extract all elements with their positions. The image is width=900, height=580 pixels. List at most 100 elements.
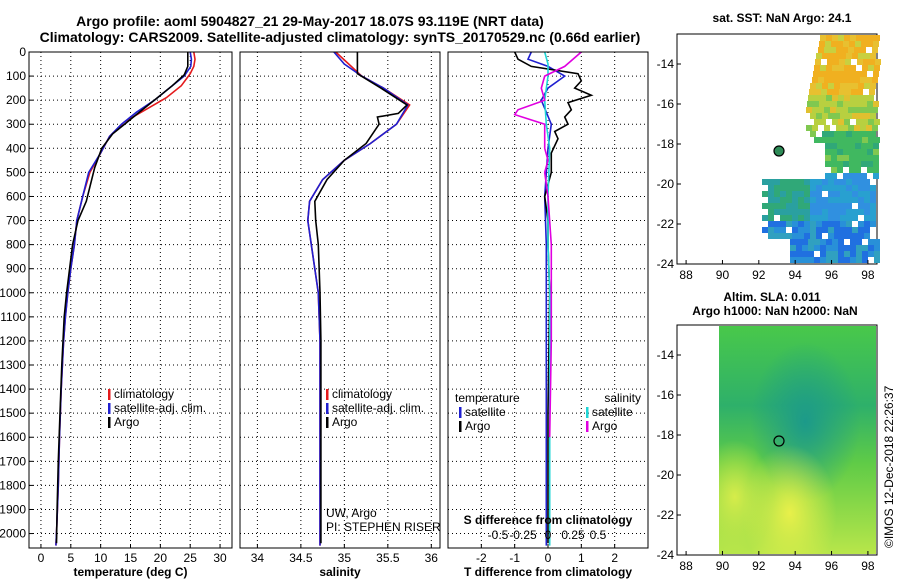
sst-cell	[798, 227, 804, 233]
sst-cell	[810, 215, 816, 221]
sst-cell	[780, 221, 786, 227]
sst-cell	[816, 227, 822, 233]
sst-cell	[768, 191, 774, 197]
sst-cell	[873, 155, 879, 161]
sst-cell	[792, 203, 798, 209]
sst-cell	[858, 203, 864, 209]
map-y-tick-label: -22	[657, 217, 675, 231]
sst-cell	[834, 83, 840, 89]
sst-cell	[837, 161, 843, 167]
sst-cell	[814, 245, 820, 251]
sst-cell	[834, 185, 840, 191]
sst-cell	[812, 125, 818, 131]
sst-cell	[846, 191, 852, 197]
sst-cell	[774, 233, 780, 239]
sst-cell	[870, 215, 876, 221]
map-y-tick-label: -16	[657, 97, 675, 111]
map-x-tick-label: 98	[861, 559, 875, 573]
series-climatology-line	[55, 51, 196, 546]
map-y-tick-label: -18	[657, 428, 675, 442]
sst-cell	[856, 257, 862, 263]
map-y-tick-label: -14	[657, 57, 675, 71]
sst-cell	[842, 77, 848, 83]
sst-cell	[861, 149, 867, 155]
sst-cell	[869, 89, 875, 95]
x-tick-label: 2	[611, 551, 618, 565]
sst-cell	[851, 89, 857, 95]
sst-cell	[862, 65, 868, 71]
sst-cell	[864, 221, 870, 227]
sst-cell	[843, 149, 849, 155]
sst-cell	[780, 185, 786, 191]
sst-cell	[806, 107, 812, 113]
sst-cell	[790, 257, 796, 263]
sst-cell	[850, 65, 856, 71]
sst-cell	[812, 77, 818, 83]
x-tick-label: 36	[425, 551, 439, 565]
sst-cell	[852, 185, 858, 191]
sst-cell	[806, 125, 812, 131]
legend-s-swatch	[586, 407, 589, 418]
sst-cell	[816, 215, 822, 221]
sst-cell	[802, 257, 808, 263]
sst-cell	[822, 185, 828, 191]
sst-cell	[846, 53, 852, 59]
figure-title-line-2: Climatology: CARS2009. Satellite-adjuste…	[40, 29, 641, 45]
sst-cell	[834, 191, 840, 197]
sst-cell	[804, 233, 810, 239]
sst-cell	[842, 47, 848, 53]
sst-cell	[816, 221, 822, 227]
sst-cell	[762, 203, 768, 209]
sst-cell	[855, 161, 861, 167]
sst-cell	[804, 197, 810, 203]
sst-cell	[846, 197, 852, 203]
sst-cell	[844, 35, 850, 41]
sst-cell	[762, 191, 768, 197]
sst-cell	[814, 137, 820, 143]
sst-cell	[852, 227, 858, 233]
sst-cell	[816, 209, 822, 215]
x-tick-label: 25	[184, 551, 198, 565]
sst-cell	[810, 113, 816, 119]
sst-cell	[846, 221, 852, 227]
sst-cell	[836, 107, 842, 113]
legend-label: satellite-adj. clim.	[114, 401, 206, 415]
sst-cell	[834, 113, 840, 119]
sst-cell	[832, 119, 838, 125]
sst-cell	[850, 245, 856, 251]
sst-cell	[873, 143, 879, 149]
sst-cell	[874, 251, 880, 257]
sst-cell	[870, 83, 876, 89]
sst-cell	[822, 209, 828, 215]
x-axis-label: temperature (deg C)	[73, 565, 187, 579]
y-tick-label: 600	[6, 189, 26, 203]
sst-cell	[831, 149, 837, 155]
sst-cell	[863, 59, 869, 65]
temperature-panel: 0 5 10 15 20 25 30 temperature (deg C) 0 100 200 30…	[0, 45, 233, 579]
legend-salinity-heading: salinity	[604, 391, 641, 405]
sst-cell	[816, 185, 822, 191]
sst-cell	[872, 107, 878, 113]
y-tick-label: 900	[6, 262, 26, 276]
sst-cell	[792, 227, 798, 233]
sla-argo-marker	[773, 435, 785, 447]
x-tick-label: 15	[124, 551, 138, 565]
sst-cell	[864, 131, 870, 137]
sst-cell	[848, 125, 854, 131]
sst-cell	[843, 143, 849, 149]
sst-cell	[820, 251, 826, 257]
sst-cell	[780, 227, 786, 233]
legend-swatch	[108, 403, 111, 414]
x-tick-label: 34	[251, 551, 265, 565]
sst-cell	[840, 185, 846, 191]
sst-cell	[790, 251, 796, 257]
sst-cell	[846, 233, 852, 239]
sst-cell	[780, 215, 786, 221]
sst-cell	[827, 89, 833, 95]
map-x-tick-label: 92	[752, 268, 766, 282]
sst-cell	[840, 197, 846, 203]
x-tick-label: -2	[476, 551, 487, 565]
sst-cell	[828, 227, 834, 233]
sst-cell	[849, 155, 855, 161]
sst-cell	[810, 179, 816, 185]
